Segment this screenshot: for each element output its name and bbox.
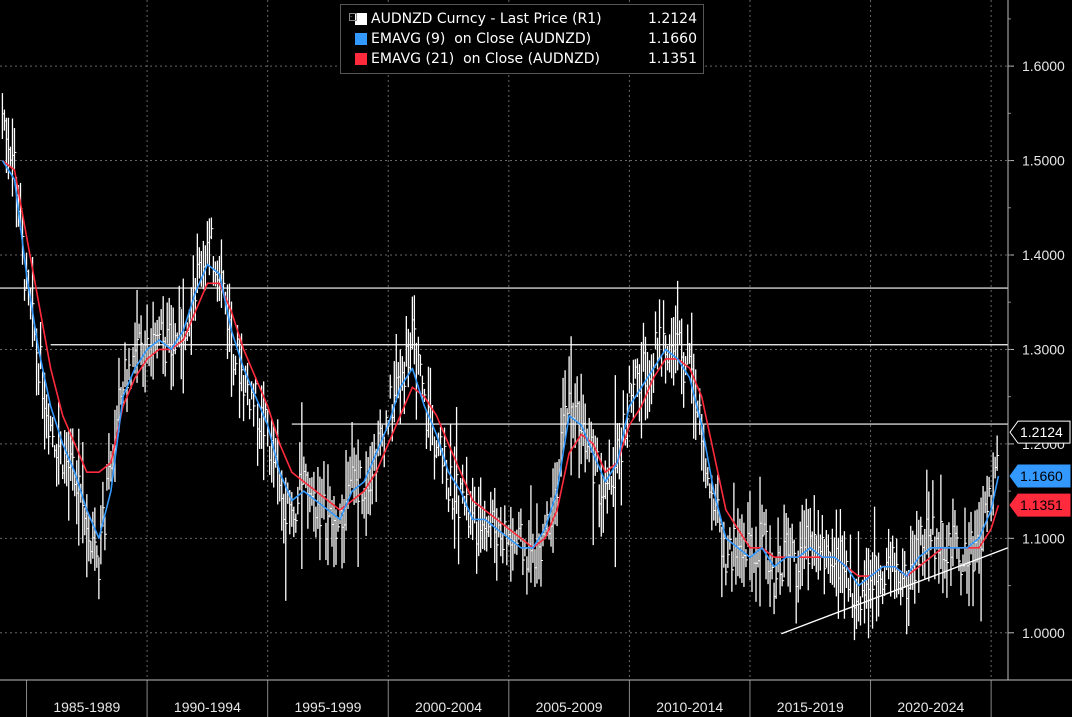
legend-label: EMAVG (9) on Close (AUDNZD)	[371, 31, 592, 47]
legend-item-ema9: EMAVG (9) on Close (AUDNZD) 1.1660	[351, 29, 697, 49]
ema9-last-label: 1.1660	[1009, 464, 1071, 488]
y-tick-label: 1.6000	[1022, 58, 1065, 74]
legend-value: 1.2124	[648, 11, 697, 27]
x-tick-label: 2005-2009	[536, 699, 603, 715]
ema9-line	[1, 160, 1000, 587]
y-tick-label: 1.5000	[1022, 153, 1065, 169]
chart-legend: - AUDNZD Curncy - Last Price (R1) 1.2124…	[340, 4, 704, 74]
legend-swatch-price	[355, 13, 367, 25]
legend-value: 1.1660	[648, 31, 697, 47]
x-tick-label: 1990-1994	[174, 699, 241, 715]
legend-item-price: AUDNZD Curncy - Last Price (R1) 1.2124	[351, 9, 697, 29]
last-value-tag	[1009, 493, 1071, 517]
y-tick-label: 1.1000	[1022, 530, 1065, 546]
x-tick-label: 2010-2014	[656, 699, 723, 715]
last-price-label: 1.2124	[1009, 420, 1071, 444]
legend-swatch-ema9	[355, 33, 367, 45]
legend-swatch-ema21	[355, 53, 367, 65]
last-value-text: 1.2124	[1020, 424, 1063, 440]
x-tick-label: 1985-1989	[53, 699, 120, 715]
last-value-text: 1.1351	[1020, 497, 1063, 513]
legend-collapse-icon[interactable]: -	[349, 13, 357, 21]
y-tick-label: 1.0000	[1022, 625, 1065, 641]
ema21-last-label: 1.1351	[1009, 493, 1071, 517]
last-value-tag	[1009, 420, 1071, 444]
last-value-text: 1.1660	[1020, 468, 1063, 484]
price-bars	[1, 93, 1000, 641]
x-tick-label: 2000-2004	[415, 699, 482, 715]
legend-item-ema21: EMAVG (21) on Close (AUDNZD) 1.1351	[351, 49, 697, 69]
x-tick-label: 1995-1999	[294, 699, 361, 715]
x-tick-label: 2015-2019	[777, 699, 844, 715]
legend-label: AUDNZD Curncy - Last Price (R1)	[371, 11, 602, 27]
x-tick-label: 2020-2024	[897, 699, 964, 715]
y-tick-label: 1.4000	[1022, 247, 1065, 263]
last-value-tag	[1009, 464, 1071, 488]
legend-value: 1.1351	[648, 51, 697, 67]
last-value-labels: 1.2124 1.1660 1.1351	[1009, 420, 1071, 517]
series	[1, 93, 1000, 641]
y-tick-label: 1.3000	[1022, 341, 1065, 357]
legend-label: EMAVG (21) on Close (AUDNZD)	[371, 51, 600, 67]
